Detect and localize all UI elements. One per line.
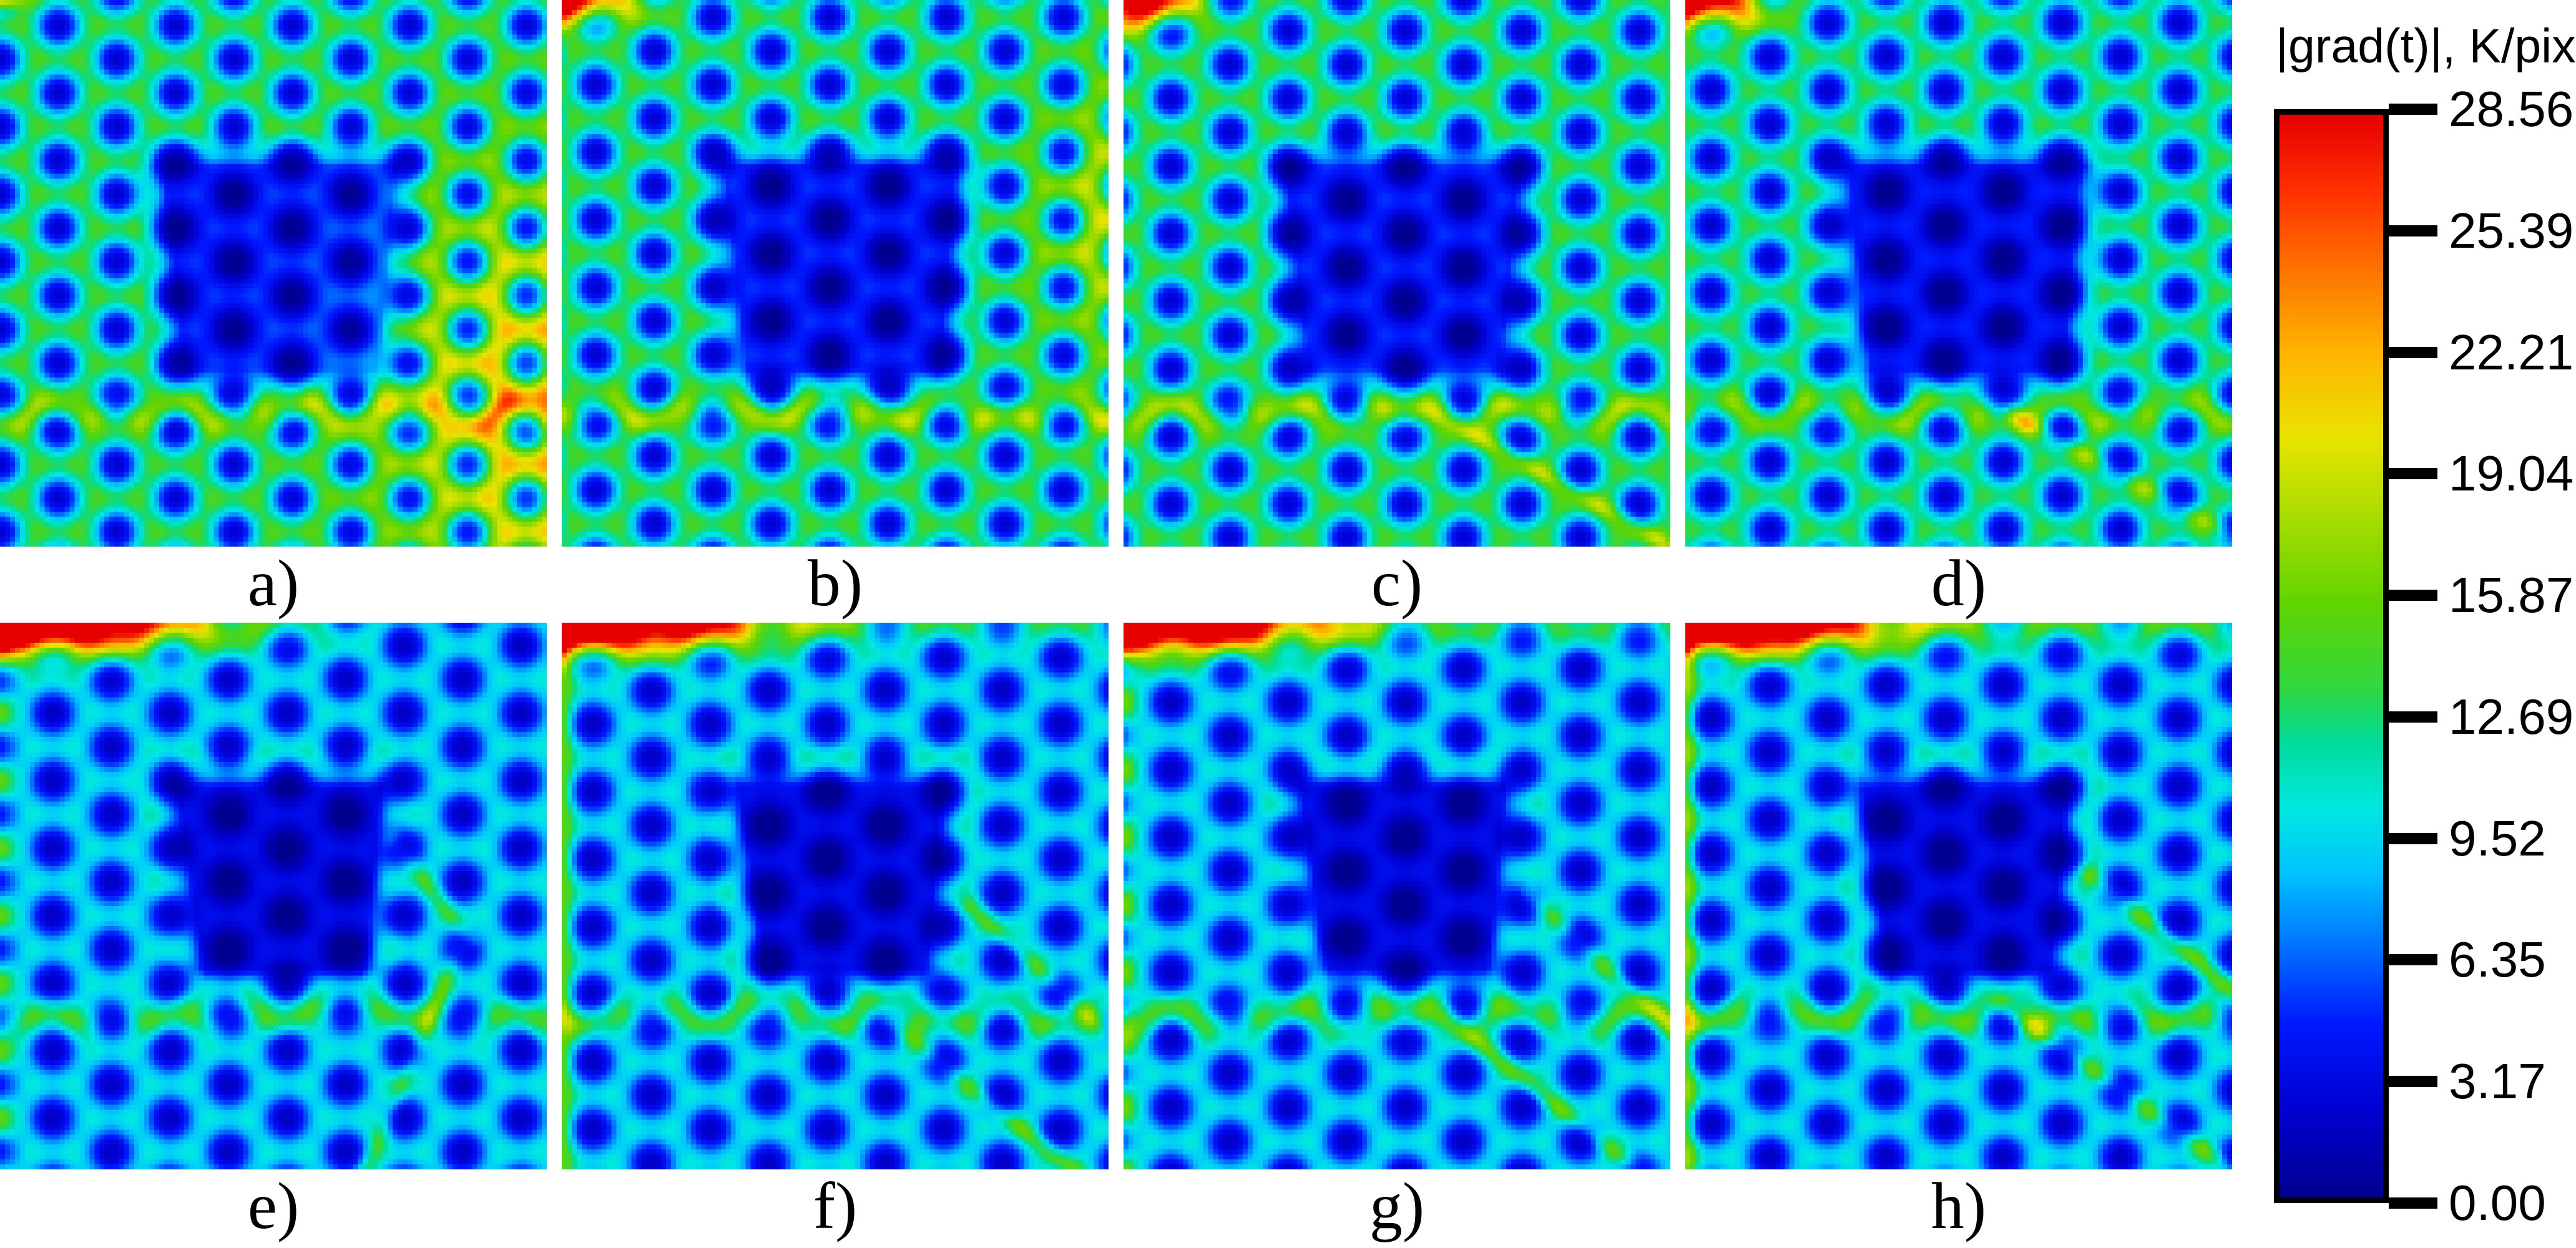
colorbar-tick (2389, 832, 2437, 844)
colorbar-tick-label: 19.04 (2449, 446, 2574, 502)
colorbar-tick-label: 25.39 (2449, 202, 2574, 258)
colorbar-ticks: 28.56 25.39 22.21 19.04 15.87 12.69 9.52 6.35 3.… (2389, 84, 2576, 1228)
heatmap-panel-h: h) (1685, 623, 2232, 1244)
colorbar-tick (2389, 590, 2437, 602)
colorbar-tick-label: 28.56 (2449, 81, 2574, 137)
panel-label-g: g) (1369, 1169, 1425, 1242)
panel-label-e: e) (247, 1169, 300, 1242)
colorbar-tick-label: 15.87 (2449, 567, 2574, 623)
panel-label-c: c) (1371, 547, 1423, 620)
colorbar-tick-label: 6.35 (2449, 932, 2546, 988)
heatmap-panel-d: d) (1685, 0, 2232, 622)
heatmap-canvas-d (1685, 0, 2232, 547)
heatmap-panel-g: g) (1124, 623, 1670, 1244)
heatmap-panel-f: f) (562, 623, 1109, 1244)
colorbar-title: |grad(t)|, K/pix (2276, 19, 2576, 73)
heatmap-canvas-a (0, 0, 547, 547)
heatmap-canvas-f (562, 623, 1109, 1169)
heatmap-panel-c: c) (1124, 0, 1670, 622)
colorbar-tick (2389, 346, 2437, 358)
colorbar-tick-label: 0.00 (2449, 1175, 2546, 1231)
heatmap-canvas-e (0, 623, 547, 1169)
heatmap-canvas-b (562, 0, 1109, 547)
colorbar-tick-label: 3.17 (2449, 1053, 2546, 1109)
colorbar-tick (2389, 954, 2437, 966)
colorbar-tick (2389, 468, 2437, 480)
panel-label-b: b) (807, 547, 863, 620)
panel-label-d: d) (1931, 547, 1987, 620)
heatmap-canvas-g (1124, 623, 1670, 1169)
colorbar-tick (2389, 1197, 2437, 1209)
heatmap-panel-e: e) (0, 623, 547, 1244)
panel-label-f: f) (813, 1169, 858, 1242)
colorbar-tick (2389, 104, 2437, 115)
heatmap-panel-a: a) (0, 0, 547, 622)
colorbar-tick (2389, 711, 2437, 723)
heatmap-panel-b: b) (562, 0, 1109, 622)
colorbar-tick-label: 22.21 (2449, 324, 2574, 380)
colorbar-gradient (2274, 109, 2389, 1203)
heatmap-canvas-h (1685, 623, 2232, 1169)
panel-label-h: h) (1931, 1169, 1987, 1242)
heatmap-canvas-c (1124, 0, 1670, 547)
colorbar-tick-label: 12.69 (2449, 688, 2574, 744)
colorbar-tick (2389, 1076, 2437, 1088)
panel-label-a: a) (247, 547, 300, 620)
colorbar-tick (2389, 225, 2437, 236)
colorbar-tick-label: 9.52 (2449, 810, 2546, 866)
